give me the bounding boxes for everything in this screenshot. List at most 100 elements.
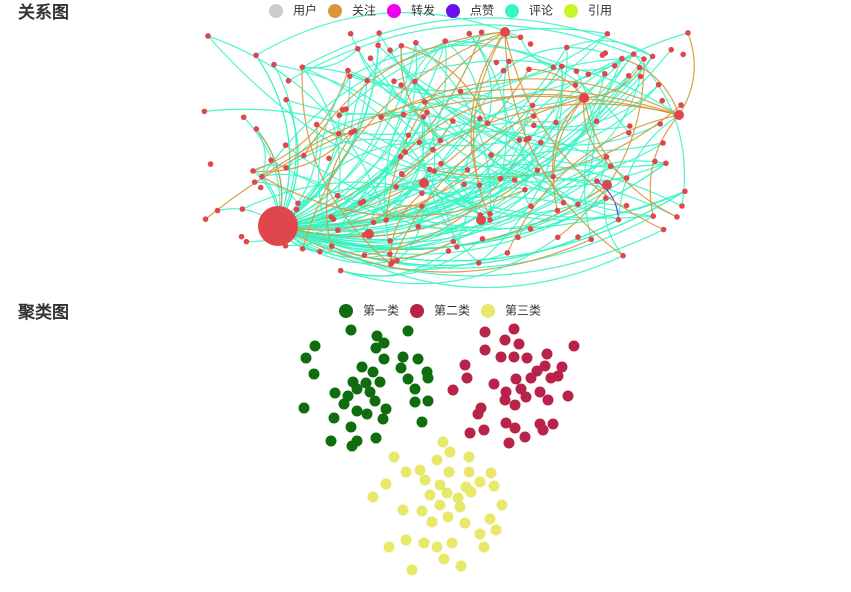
point (556, 361, 568, 373)
point (431, 454, 443, 466)
point (495, 351, 507, 363)
legend-item[interactable]: 关注 (328, 3, 376, 19)
point (509, 399, 521, 411)
point (422, 395, 434, 407)
node (476, 215, 486, 225)
link (419, 130, 627, 179)
legend-item[interactable]: 第三类 (481, 304, 541, 319)
link (528, 68, 585, 99)
link (415, 42, 492, 221)
link (369, 57, 627, 207)
node (504, 250, 511, 256)
point (521, 352, 533, 364)
legend-item[interactable]: 点赞 (446, 4, 494, 19)
point (329, 387, 341, 399)
node (534, 167, 541, 173)
point (547, 418, 559, 430)
legend-item[interactable]: 用户 (269, 3, 317, 19)
node (335, 130, 342, 137)
node (214, 207, 221, 214)
node (361, 252, 368, 258)
point (345, 421, 357, 433)
legend-label: 第一类 (363, 304, 399, 318)
legend-label: 关注 (352, 3, 376, 18)
node (283, 164, 289, 171)
link (421, 142, 542, 195)
node (328, 243, 335, 250)
node (623, 202, 630, 209)
legend-item[interactable]: 第二类 (410, 304, 470, 319)
node (367, 55, 374, 62)
link (603, 184, 624, 257)
node (419, 190, 425, 197)
point (562, 390, 574, 402)
link (301, 67, 392, 265)
point (474, 528, 486, 540)
node (484, 120, 491, 126)
link (514, 66, 563, 181)
point (465, 486, 477, 498)
node (376, 30, 382, 36)
node (660, 226, 667, 233)
point (370, 342, 382, 354)
point (434, 479, 446, 491)
node (623, 175, 630, 181)
node (538, 139, 544, 146)
point (519, 431, 531, 443)
link (277, 205, 532, 250)
node (487, 217, 493, 223)
legend-item[interactable]: 第一类 (339, 304, 399, 319)
point (461, 372, 473, 384)
link (489, 32, 689, 215)
node (383, 217, 389, 223)
link (472, 31, 506, 221)
link (337, 42, 418, 231)
point (446, 537, 458, 549)
link (261, 173, 339, 197)
point (463, 466, 475, 478)
node (285, 77, 292, 84)
legend-swatch (481, 304, 495, 318)
node (641, 56, 647, 62)
link (277, 225, 592, 273)
node (402, 149, 409, 155)
node (442, 38, 449, 44)
point (370, 432, 382, 444)
node (563, 44, 570, 51)
link (552, 97, 585, 211)
point (378, 337, 390, 349)
point (431, 541, 443, 553)
node (387, 251, 393, 257)
point (542, 394, 554, 406)
link (506, 114, 680, 254)
point (397, 351, 409, 363)
node (477, 115, 483, 122)
link (490, 84, 660, 157)
point (328, 412, 340, 424)
point (351, 405, 363, 417)
point (361, 408, 373, 420)
node (430, 146, 436, 153)
point (416, 416, 428, 428)
point (346, 440, 358, 452)
point (474, 476, 486, 488)
link (207, 35, 387, 221)
link (277, 162, 667, 249)
link (277, 116, 425, 227)
legend-item[interactable]: 引用 (564, 4, 612, 19)
node (393, 184, 399, 190)
node (454, 244, 460, 250)
point (338, 398, 350, 410)
legend-item[interactable]: 转发 (387, 3, 435, 19)
point (515, 383, 527, 395)
node (479, 236, 486, 242)
node (461, 181, 467, 188)
point (437, 436, 449, 448)
node (416, 139, 423, 146)
link (277, 190, 686, 262)
legend-item[interactable]: 评论 (505, 4, 553, 19)
node (588, 236, 595, 243)
link (340, 238, 483, 277)
